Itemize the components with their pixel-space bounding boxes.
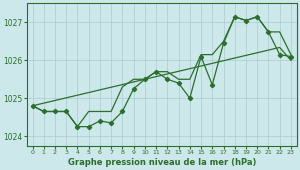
X-axis label: Graphe pression niveau de la mer (hPa): Graphe pression niveau de la mer (hPa) [68, 158, 256, 167]
